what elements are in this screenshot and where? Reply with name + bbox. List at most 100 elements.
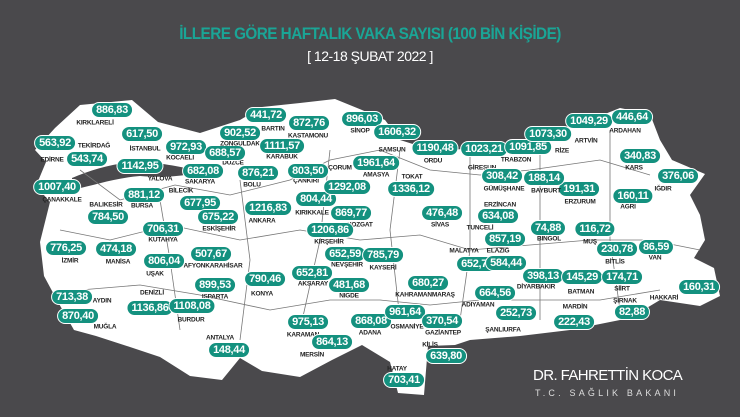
province-name-denizli: DENİZLİ <box>140 289 164 297</box>
case-rate-badge-tekirdag: 543,74 <box>66 151 108 167</box>
province-name-amasya: AMASYA <box>362 171 390 179</box>
case-rate-badge-samsun: 1606,32 <box>373 124 421 140</box>
case-rate-badge-ankara: 1216,83 <box>244 200 292 216</box>
province-name-afyonkarahisar: AFYONKARAHİSAR <box>183 262 243 270</box>
case-rate-badge-burdur: 1108,08 <box>168 298 216 314</box>
case-rate-badge-tunceli: 857,19 <box>484 231 526 247</box>
case-rate-badge-canakkale: 1007,40 <box>33 179 81 195</box>
province-name-tokat: TOKAT <box>401 173 423 181</box>
province-name-corum: ÇORUM <box>328 164 352 172</box>
case-rate-badge-kocaeli: 972,93 <box>165 139 207 155</box>
province-name-yozgat: YOZGAT <box>347 221 373 229</box>
case-rate-badge-osmaniye: 961,64 <box>384 304 426 320</box>
province-name-sakarya: SAKARYA <box>185 178 215 186</box>
province-name-erzurum: ERZURUM <box>564 198 596 206</box>
province-name-trabzon: TRABZON <box>500 156 532 164</box>
case-rate-badge-mersin: 864,13 <box>311 334 353 350</box>
case-rate-badge-erzurum: 191,31 <box>558 181 600 197</box>
case-rate-badge-sanliurfa: 252,73 <box>495 305 537 321</box>
date-range: [ 12-18 ŞUBAT 2022 ] <box>307 48 433 64</box>
province-name-gumushane: GÜMÜŞHANE <box>483 185 525 193</box>
province-name-igdir: IĞDIR <box>654 185 672 193</box>
province-name-batman: BATMAN <box>567 288 595 296</box>
case-rate-badge-rize: 1073,30 <box>524 126 572 142</box>
province-name-rize: RİZE <box>554 147 570 155</box>
province-name-edirne: EDİRNE <box>40 156 64 164</box>
case-rate-badge-yozgat: 869,77 <box>330 205 372 221</box>
province-name-bingol: BİNGÖL <box>536 235 562 243</box>
province-name-tunceli: TUNCELİ <box>466 224 494 232</box>
case-rate-badge-aydin: 713,38 <box>51 289 93 305</box>
province-name-van: VAN <box>648 254 662 262</box>
case-rate-badge-ardahan: 446,64 <box>611 109 653 125</box>
province-name-bayburt: BAYBURT <box>531 187 561 195</box>
case-rate-badge-gaziantep: 370,54 <box>421 313 463 329</box>
case-rate-badge-amasya: 1961,64 <box>352 155 400 171</box>
marmara-sea <box>72 161 200 190</box>
case-rate-badge-igdir: 376,06 <box>657 168 699 184</box>
province-name-karabuk: KARABÜK <box>266 153 298 161</box>
case-rate-badge-elazig: 584,44 <box>485 255 527 271</box>
case-rate-badge-bayburt: 188,14 <box>523 170 565 186</box>
province-name-konya: KONYA <box>251 290 273 298</box>
province-name-bitlis: BİTLİS <box>605 258 625 266</box>
case-rate-badge-nevsehir: 652,59 <box>324 246 366 262</box>
case-rate-badge-agri: 160,11 <box>612 188 654 204</box>
province-name-izmir: İZMİR <box>61 257 79 265</box>
ministry-title: T.C. SAĞLIK BAKANI <box>535 388 680 398</box>
province-name-bursa: BURSA <box>130 202 154 210</box>
case-rate-badge-konya: 790,46 <box>244 271 286 287</box>
case-rate-badge-siirt: 174,71 <box>601 269 643 285</box>
province-name-cankiri: ÇANKIRI <box>293 177 319 185</box>
province-name-mugla: MUĞLA <box>93 323 117 331</box>
case-rate-badge-bitlis: 230,78 <box>596 241 638 257</box>
province-name-gaziantep: GAZİANTEP <box>425 329 461 337</box>
case-rate-badge-isparta: 899,53 <box>194 277 236 293</box>
case-rate-badge-denizli: 1136,86 <box>126 300 174 316</box>
case-rate-badge-tokat: 1336,12 <box>387 181 435 197</box>
province-name-tekirdag: TEKİRDAĞ <box>77 142 111 150</box>
province-name-hatay: HATAY <box>387 365 407 373</box>
case-rate-badge-izmir: 776,25 <box>45 240 87 256</box>
case-rate-badge-eskisehir: 675,22 <box>197 209 239 225</box>
case-rate-badge-bolu: 876,21 <box>237 165 279 181</box>
case-rate-badge-van: 86,59 <box>637 239 675 255</box>
province-name-erzincan: ERZİNCAN <box>484 201 516 209</box>
province-name-kutahya: KÜTAHYA <box>148 236 178 244</box>
province-name-bartin: BARTIN <box>261 125 285 133</box>
case-rate-badge-sirnak: 82,88 <box>613 304 651 320</box>
case-rate-badge-kastamonu: 872,76 <box>288 115 330 131</box>
case-rate-badge-manisa: 474,18 <box>95 241 137 257</box>
province-name-isparta: ISPARTA <box>201 293 229 301</box>
province-name-sanliurfa: ŞANLIURFA <box>485 326 521 334</box>
case-rate-badge-hakkari: 160,31 <box>678 279 720 295</box>
province-name-kars: KARS <box>625 164 643 172</box>
case-rate-badge-bingol: 74,88 <box>529 220 567 236</box>
province-name-canakkale: ÇANAKKALE <box>42 196 82 204</box>
province-name-nigde: NİĞDE <box>339 292 359 300</box>
province-name-aydin: AYDIN <box>92 297 112 305</box>
case-rate-badge-kirikkale: 804,44 <box>295 191 337 207</box>
case-rate-badge-adiyaman: 664,56 <box>474 285 516 301</box>
case-rate-badge-kirsehir: 1206,86 <box>306 222 354 238</box>
province-name-usak: UŞAK <box>146 270 164 278</box>
case-rate-badge-diyarbakir: 398,13 <box>522 268 564 284</box>
province-name-kirikkale: KIRIKKALE <box>295 209 329 217</box>
province-name-ardahan: ARDAHAN <box>609 127 641 135</box>
province-name-kayseri: KAYSERİ <box>369 264 397 272</box>
case-rate-badge-batman: 145,29 <box>561 269 603 285</box>
province-name-malatya: MALATYA <box>449 247 479 255</box>
case-rate-badge-sinop: 896,03 <box>341 111 383 127</box>
province-name-kirsehir: KIRŞEHİR <box>314 238 344 246</box>
case-rate-badge-kirklareli: 886,83 <box>91 102 133 118</box>
case-rate-badge-balikesir: 784,50 <box>87 209 129 225</box>
province-name-osmaniye: OSMANİYE <box>390 323 424 331</box>
province-name-sivas: SİVAS <box>430 221 450 229</box>
province-name-kastamonu: KASTAMONU <box>288 132 328 140</box>
case-rate-badge-mugla: 870,40 <box>57 308 99 324</box>
province-name-bilecik: BİLECİK <box>168 187 194 195</box>
province-name-kilis: KİLİS <box>422 341 438 349</box>
province-name-zonguldak: ZONGULDAK <box>220 140 260 148</box>
case-rate-badge-sivas: 476,48 <box>421 205 463 221</box>
province-name-nevsehir: NEVŞEHİR <box>331 261 363 269</box>
